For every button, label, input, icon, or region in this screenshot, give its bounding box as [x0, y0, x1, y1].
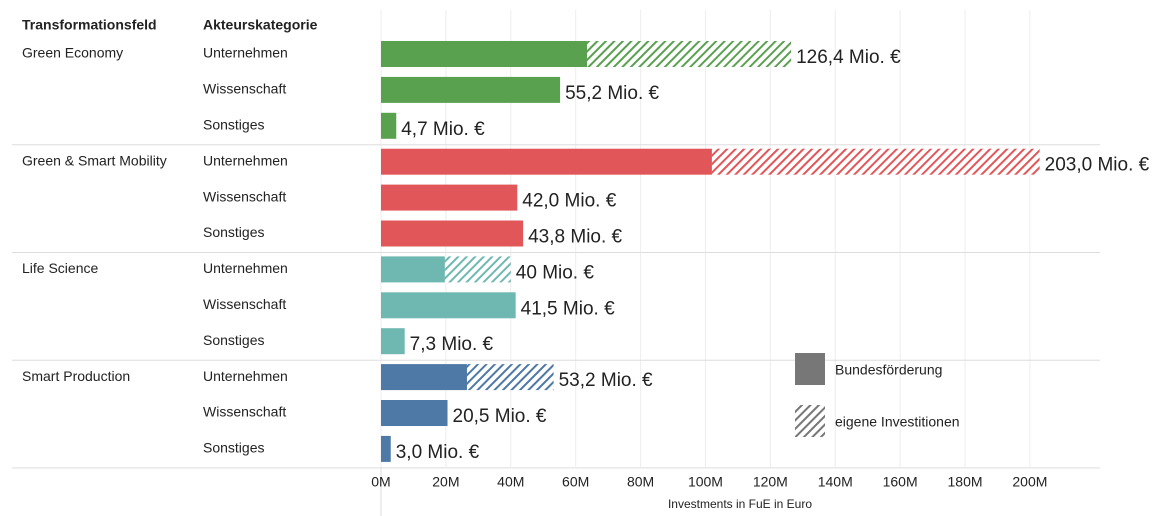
bar	[381, 112, 397, 139]
y-tick-label: Sonstiges	[203, 332, 264, 348]
x-tick-label: 0M	[371, 474, 390, 490]
y-tick-label: Sonstiges	[203, 117, 264, 133]
y-tick-label: Unternehmen	[203, 152, 288, 168]
value-label: 40 Mio. €	[516, 262, 595, 283]
value-label: 126,4 Mio. €	[796, 47, 901, 68]
bar	[381, 292, 516, 319]
bar	[381, 400, 448, 426]
bar	[381, 256, 445, 283]
group-label: Green Economy	[22, 45, 123, 61]
value-label: 42,0 Mio. €	[522, 191, 616, 212]
x-tick-label: 140M	[818, 474, 853, 490]
bar	[381, 328, 405, 355]
x-tick-label: 180M	[948, 474, 983, 490]
x-tick-label: 20M	[432, 474, 459, 490]
bar	[381, 41, 588, 67]
value-label: 4,7 Mio. €	[401, 119, 485, 140]
bar	[381, 148, 712, 175]
y-tick-label: Unternehmen	[203, 260, 288, 276]
column-header: Akteurskategorie	[203, 17, 318, 33]
legend-swatch	[795, 353, 825, 385]
y-tick-label: Wissenschaft	[203, 404, 286, 420]
value-label: 3,0 Mio. €	[396, 442, 480, 463]
bar	[381, 184, 518, 211]
bar-hatched	[711, 148, 1040, 175]
value-label: 7,3 Mio. €	[410, 334, 494, 355]
legend-label: eigene Investitionen	[835, 414, 960, 430]
x-tick-label: 200M	[1012, 474, 1047, 490]
x-tick-label: 80M	[627, 474, 654, 490]
value-label: 41,5 Mio. €	[521, 298, 615, 319]
group-label: Life Science	[22, 260, 98, 276]
value-label: 55,2 Mio. €	[565, 83, 659, 104]
y-tick-label: Unternehmen	[203, 45, 288, 61]
value-label: 203,0 Mio. €	[1045, 155, 1150, 176]
bar-hatched	[466, 364, 554, 391]
bar	[381, 435, 391, 462]
group-label: Green & Smart Mobility	[22, 152, 167, 168]
value-label: 20,5 Mio. €	[453, 406, 547, 427]
y-tick-label: Wissenschaft	[203, 188, 286, 204]
y-tick-label: Sonstiges	[203, 440, 264, 456]
bar-hatched	[587, 41, 792, 67]
y-tick-label: Sonstiges	[203, 224, 264, 240]
legend-label: Bundesförderung	[835, 362, 942, 378]
group-label: Smart Production	[22, 368, 130, 384]
x-tick-label: 160M	[883, 474, 918, 490]
y-tick-label: Unternehmen	[203, 368, 288, 384]
legend-swatch	[795, 405, 825, 437]
x-tick-label: 100M	[688, 474, 723, 490]
y-tick-label: Wissenschaft	[203, 81, 286, 97]
bar	[381, 76, 561, 103]
column-header: Transformationsfeld	[22, 17, 157, 33]
bar-hatched	[444, 256, 511, 283]
value-label: 53,2 Mio. €	[559, 370, 653, 391]
value-label: 43,8 Mio. €	[528, 227, 622, 248]
x-tick-label: 120M	[753, 474, 788, 490]
bar	[381, 220, 524, 247]
x-tick-label: 40M	[497, 474, 524, 490]
y-tick-label: Wissenschaft	[203, 296, 286, 312]
x-tick-label: 60M	[562, 474, 589, 490]
bar	[381, 364, 467, 391]
x-axis-label: Investments in FuE in Euro	[668, 497, 812, 511]
